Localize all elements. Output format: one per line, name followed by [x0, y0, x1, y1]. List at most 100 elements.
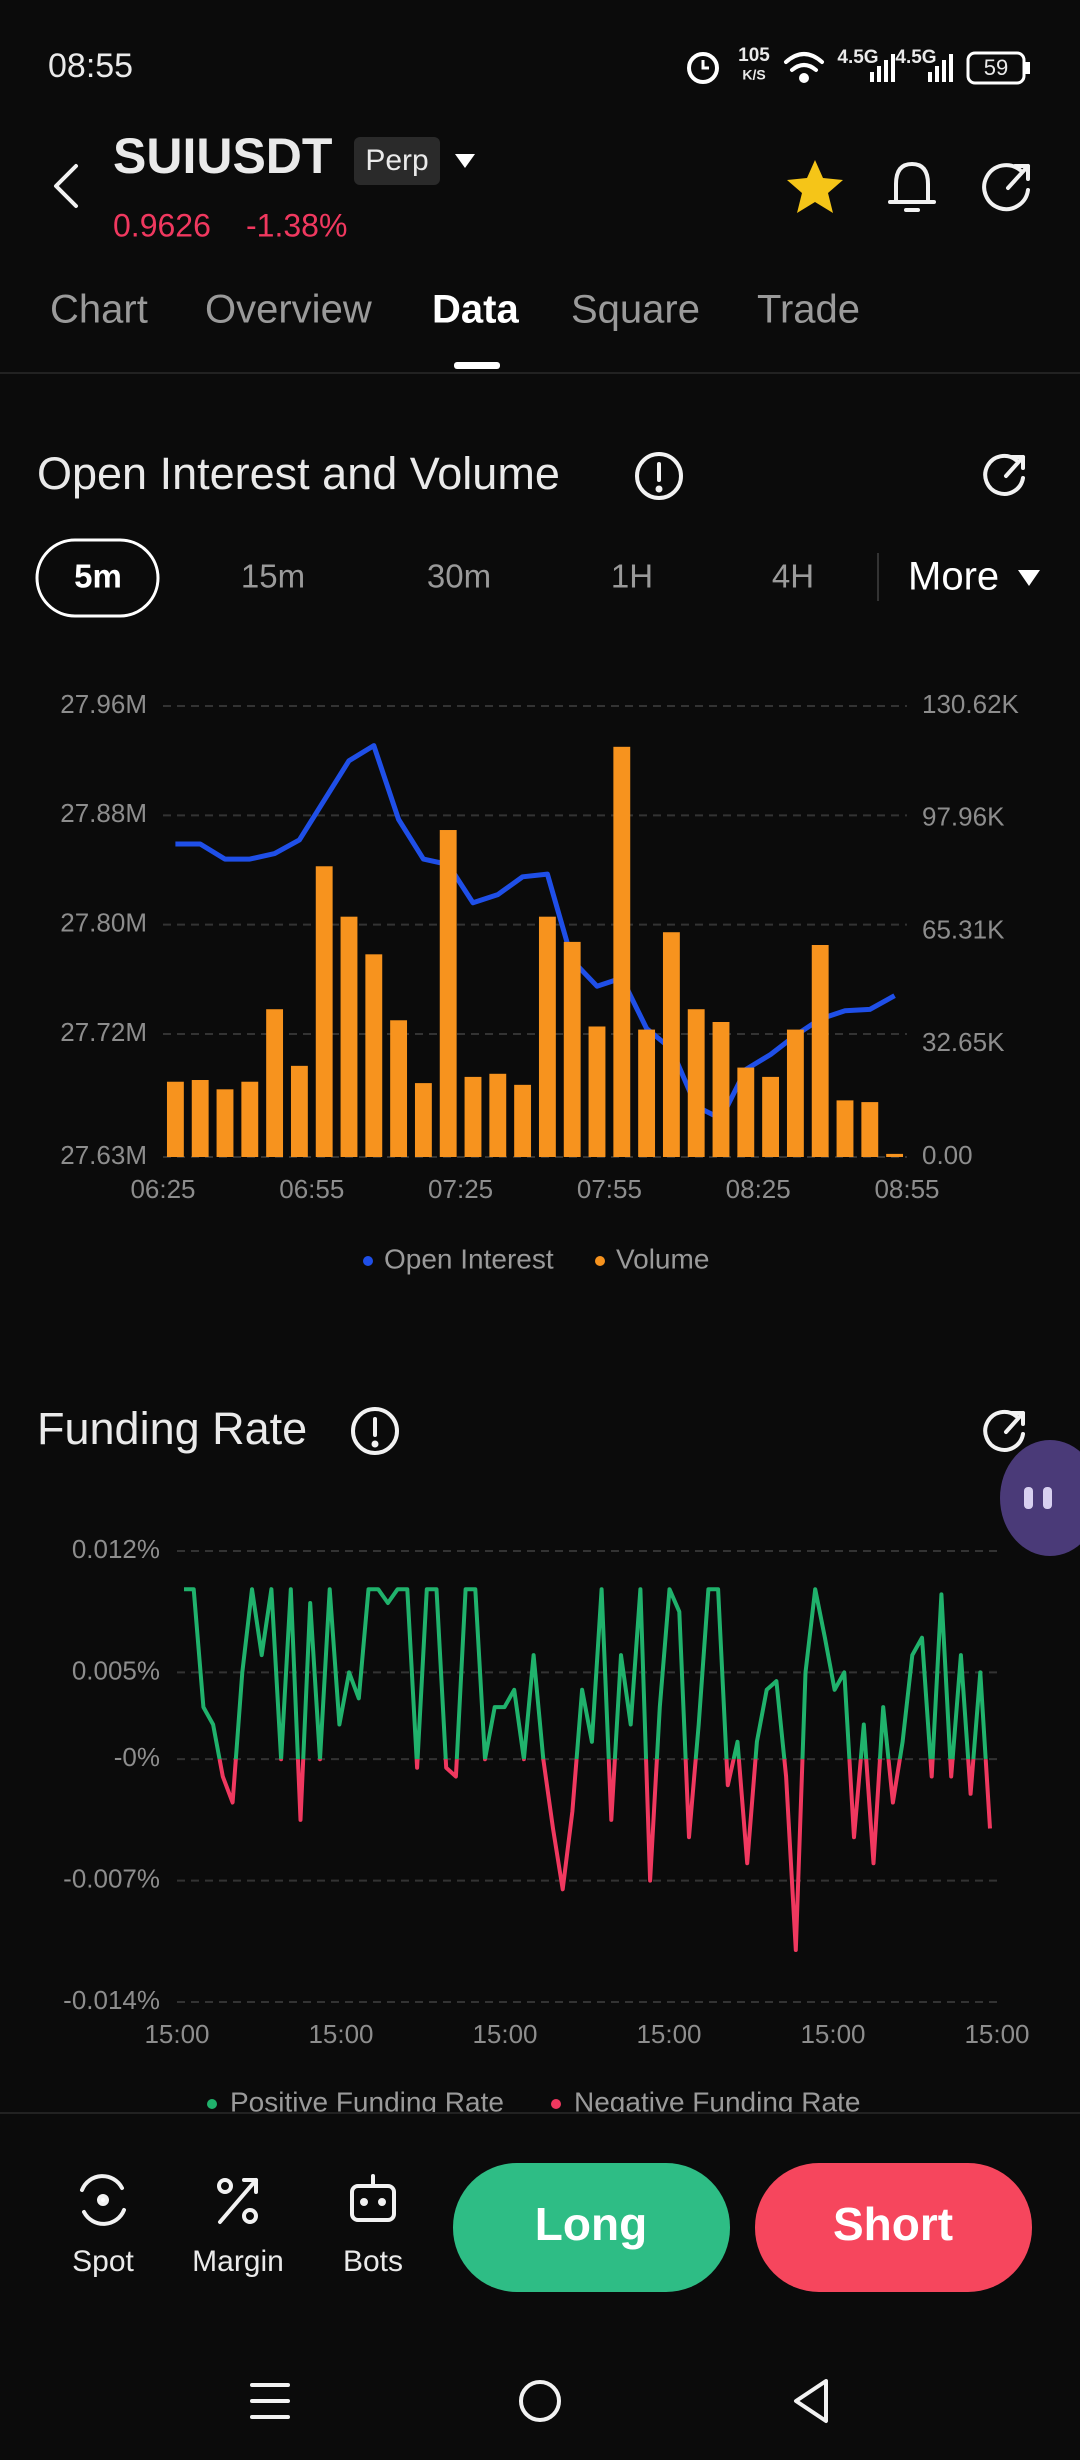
y2-tick-label: 97.96K [922, 802, 1005, 832]
volume-bar [414, 1083, 432, 1157]
tab[interactable]: Overview [205, 288, 372, 332]
x-tick-label: 06:25 [130, 1174, 195, 1204]
price-change: -1.38% [246, 207, 347, 243]
volume-bar [365, 954, 383, 1157]
x-tick-label: 08:55 [874, 1174, 939, 1204]
open-interest-line [175, 743, 896, 1122]
more-dropdown[interactable] [1018, 570, 1040, 586]
y-tick-label: 27.72M [60, 1017, 147, 1047]
volume-bar [662, 932, 680, 1157]
info-icon[interactable] [635, 452, 683, 500]
volume-bar [613, 746, 631, 1157]
bots-icon[interactable] [350, 2174, 396, 2222]
volume-bar [464, 1076, 482, 1157]
x-tick-label: 15:00 [800, 2019, 865, 2049]
volume-bar [861, 1102, 879, 1157]
volume-bar [390, 1020, 408, 1157]
tab[interactable]: Square [571, 288, 700, 332]
tab[interactable]: Trade [757, 288, 860, 332]
favorite-star[interactable] [787, 160, 843, 213]
y2-tick-label: 0.00 [922, 1140, 973, 1170]
short-button[interactable] [755, 2163, 1032, 2292]
share-icon[interactable] [982, 163, 1030, 212]
network-2: 4.5G [895, 47, 936, 68]
interval-pill[interactable] [35, 538, 160, 618]
y-tick-label: 0.005% [72, 1655, 160, 1685]
short-label[interactable]: Short [833, 2198, 953, 2250]
volume-bar [340, 916, 358, 1157]
funding-line-positive [184, 1587, 988, 1760]
x-tick-label: 15:00 [964, 2019, 1029, 2049]
volume-bar [216, 1089, 234, 1157]
volume-bar [538, 916, 556, 1157]
x-tick-label: 15:00 [144, 2019, 209, 2049]
y-tick-label: 27.63M [60, 1140, 147, 1170]
y-tick-label: -0.014% [63, 1985, 160, 2015]
y2-tick-label: 65.31K [922, 914, 1005, 944]
badge-bg [354, 137, 440, 185]
volume-bar [315, 866, 333, 1157]
nav-back[interactable] [794, 2379, 828, 2423]
battery [966, 51, 1026, 85]
long-button[interactable] [453, 2163, 730, 2292]
symbol-dropdown[interactable] [455, 154, 475, 168]
volume-bar [439, 830, 457, 1157]
nav-home[interactable] [519, 2380, 561, 2422]
y-tick-label: -0.007% [63, 1863, 160, 1893]
legend-dot [363, 1256, 373, 1266]
tab-indicator [454, 362, 500, 369]
interval[interactable]: 30m [427, 558, 491, 595]
interval[interactable]: 5m [74, 558, 122, 595]
battery-level: 59 [984, 55, 1008, 80]
interval[interactable]: 15m [241, 558, 305, 595]
legend-label: Open Interest [384, 1243, 554, 1274]
y-tick-label: 0.012% [72, 1534, 160, 1564]
tab[interactable]: Chart [50, 288, 148, 332]
x-tick-label: 07:25 [428, 1174, 493, 1204]
status-time: 08:55 [48, 47, 133, 85]
interval[interactable]: More [908, 555, 999, 599]
volume-bar [811, 945, 829, 1157]
info-icon[interactable] [351, 1407, 399, 1455]
x-tick-label: 07:55 [577, 1174, 642, 1204]
interval[interactable]: 4H [772, 558, 814, 595]
x-tick-label: 15:00 [472, 2019, 537, 2049]
volume-bar [836, 1100, 854, 1157]
net-speed-unit: K/S [742, 67, 765, 83]
volume-bar [786, 1029, 804, 1157]
back-button[interactable] [54, 164, 78, 208]
legend-dot [551, 2099, 561, 2109]
volume-bar [166, 1081, 184, 1157]
volume-bar [489, 1073, 507, 1157]
nav-menu[interactable] [250, 2383, 290, 2419]
volume-bar [191, 1080, 209, 1157]
volume-bar [588, 1026, 606, 1157]
share-chart-icon[interactable] [983, 1409, 1025, 1452]
interval[interactable]: 1H [611, 558, 653, 595]
action-label[interactable]: Spot [72, 2245, 134, 2278]
y-tick-label: 27.88M [60, 798, 147, 828]
y-tick-label: 27.96M [60, 689, 147, 719]
tab[interactable]: Data [432, 288, 519, 332]
alarm-icon [687, 52, 719, 84]
net-speed: 105 [738, 45, 770, 66]
y-tick-label: 27.80M [60, 908, 147, 938]
long-label[interactable]: Long [535, 2198, 647, 2250]
share-chart-icon[interactable] [983, 453, 1025, 496]
badge: Perp [365, 144, 428, 177]
x-tick-label: 15:00 [308, 2019, 373, 2049]
bell-icon[interactable] [888, 162, 936, 212]
volume-bar [712, 1021, 730, 1157]
section-title: Open Interest and Volume [37, 448, 560, 499]
spot-icon[interactable] [80, 2174, 126, 2226]
action-label[interactable]: Bots [343, 2245, 403, 2278]
battery-tip [1025, 62, 1030, 74]
margin-icon[interactable] [217, 2178, 258, 2224]
floating-assistant[interactable] [1000, 1440, 1080, 1556]
tab-divider [0, 372, 1080, 374]
volume-bar [737, 1067, 755, 1157]
action-label[interactable]: Margin [192, 2245, 284, 2278]
